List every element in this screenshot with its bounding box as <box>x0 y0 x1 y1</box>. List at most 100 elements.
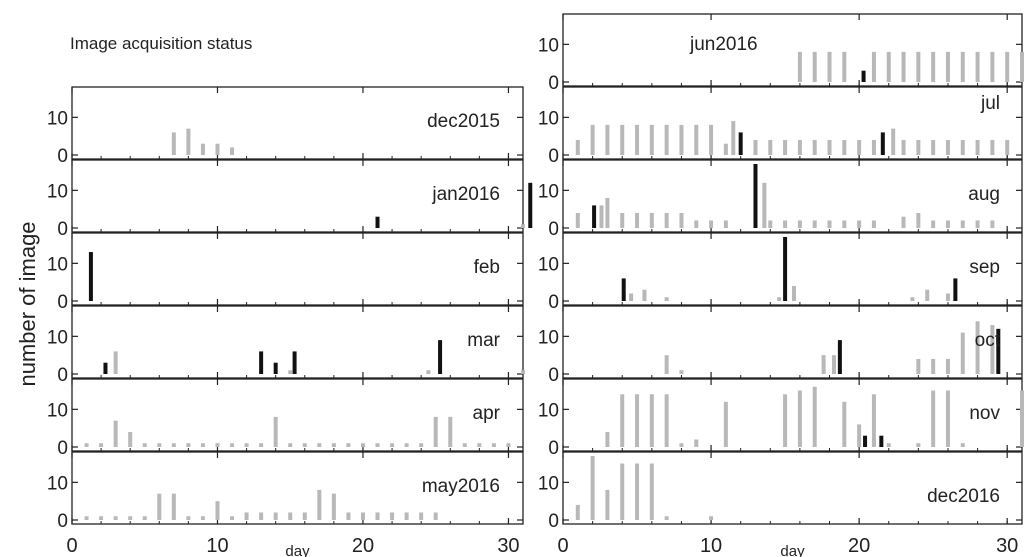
bar-grey <box>186 443 191 447</box>
bar-grey <box>1020 390 1024 447</box>
bar-grey <box>605 431 610 447</box>
bar-grey <box>753 139 758 155</box>
y-tick-label: 0 <box>548 365 559 386</box>
bar-grey <box>679 370 684 374</box>
bar-grey <box>960 443 965 447</box>
bar-grey <box>762 182 767 228</box>
panel-apr: 0 10 apr <box>47 378 524 459</box>
bar-grey <box>375 512 380 520</box>
bar-grey <box>575 504 580 520</box>
x-tick-label: 0 <box>557 535 568 557</box>
bar-grey <box>945 293 950 301</box>
bar-grey <box>812 139 817 155</box>
x-tick-label: 10 <box>206 535 228 557</box>
bar-grey <box>768 220 773 228</box>
panel-frame <box>562 86 1023 160</box>
bar-grey <box>990 220 995 228</box>
month-label: may2016 <box>422 476 500 497</box>
bar-grey <box>157 493 162 520</box>
bar-grey <box>200 516 205 520</box>
month-label: mar <box>467 330 500 351</box>
bar-grey <box>812 386 817 447</box>
bar-grey <box>664 297 669 301</box>
bar-grey <box>171 132 176 155</box>
bar-grey <box>317 443 322 447</box>
panel-jan2016: 0 10 jan2016 <box>47 159 533 240</box>
panel-jun2016: 0 10 jun2016 <box>538 13 1024 94</box>
bar-grey <box>331 493 336 520</box>
y-tick-label: 0 <box>548 438 559 459</box>
bar-grey <box>620 394 625 447</box>
bar-grey <box>945 358 950 374</box>
bar-grey <box>871 51 876 82</box>
bar-grey <box>901 216 906 228</box>
bar-grey <box>273 416 278 447</box>
bar-grey <box>975 321 980 374</box>
bar-black <box>880 132 885 155</box>
bar-grey <box>827 139 832 155</box>
bar-grey <box>375 443 380 447</box>
bar-grey <box>506 443 511 447</box>
panel-mar: 0 10 mar <box>47 305 525 386</box>
y-tick-label: 0 <box>57 146 68 167</box>
bar-grey <box>916 358 921 374</box>
panel-dec2015: 0 10 dec2015 <box>47 86 524 167</box>
bar-grey <box>975 139 980 155</box>
bar-grey <box>620 212 625 228</box>
bar-grey <box>857 220 862 228</box>
bar-grey <box>575 212 580 228</box>
bar-grey <box>157 443 162 447</box>
bar-black <box>592 205 597 228</box>
month-label: jun2016 <box>689 34 758 55</box>
bar-grey <box>821 355 826 374</box>
bar-grey <box>477 443 482 447</box>
bar-grey <box>931 358 936 374</box>
bar-grey <box>620 124 625 155</box>
bar-grey <box>842 220 847 228</box>
bar-grey <box>302 443 307 447</box>
bar-grey <box>709 516 714 520</box>
bar-black <box>273 362 278 374</box>
bar-grey <box>575 139 580 155</box>
panel-dec2016: 0 10 dec2016 <box>538 451 1023 532</box>
bar-grey <box>886 51 891 82</box>
bar-grey <box>186 516 191 520</box>
y-tick-label: 0 <box>548 146 559 167</box>
bar-grey <box>791 285 796 301</box>
bar-black <box>837 340 842 374</box>
bar-grey <box>990 51 995 82</box>
bar-grey <box>783 220 788 228</box>
x-tick-label: 20 <box>848 535 870 557</box>
bar-grey <box>1020 51 1024 82</box>
bar-grey <box>128 431 133 447</box>
bar-grey <box>812 220 817 228</box>
panel-frame <box>562 451 1023 525</box>
panel-frame <box>71 159 524 233</box>
x-tick-label: 30 <box>996 535 1018 557</box>
x-tick-label: 30 <box>497 535 519 557</box>
bar-grey <box>302 512 307 520</box>
bar-grey <box>990 139 995 155</box>
bar-grey <box>842 139 847 155</box>
bar-black <box>753 164 758 228</box>
y-tick-label: 0 <box>57 438 68 459</box>
bar-grey <box>649 463 654 520</box>
y-tick-label: 0 <box>548 73 559 94</box>
y-tick-label: 0 <box>548 292 559 313</box>
bar-grey <box>244 443 249 447</box>
bar-grey <box>910 297 915 301</box>
y-tick-label: 0 <box>57 219 68 240</box>
bar-grey <box>960 139 965 155</box>
bar-grey <box>200 143 205 155</box>
bar-grey <box>635 394 640 447</box>
bar-grey <box>975 51 980 82</box>
figure-title: Image acquisition status <box>70 34 253 53</box>
bar-grey <box>945 51 950 82</box>
bar-grey <box>244 512 249 520</box>
bar-grey <box>797 220 802 228</box>
bar-grey <box>433 512 438 520</box>
bar-grey <box>664 516 669 520</box>
panel-sep: 0 10 sep <box>538 232 1023 313</box>
bar-grey <box>288 512 293 520</box>
